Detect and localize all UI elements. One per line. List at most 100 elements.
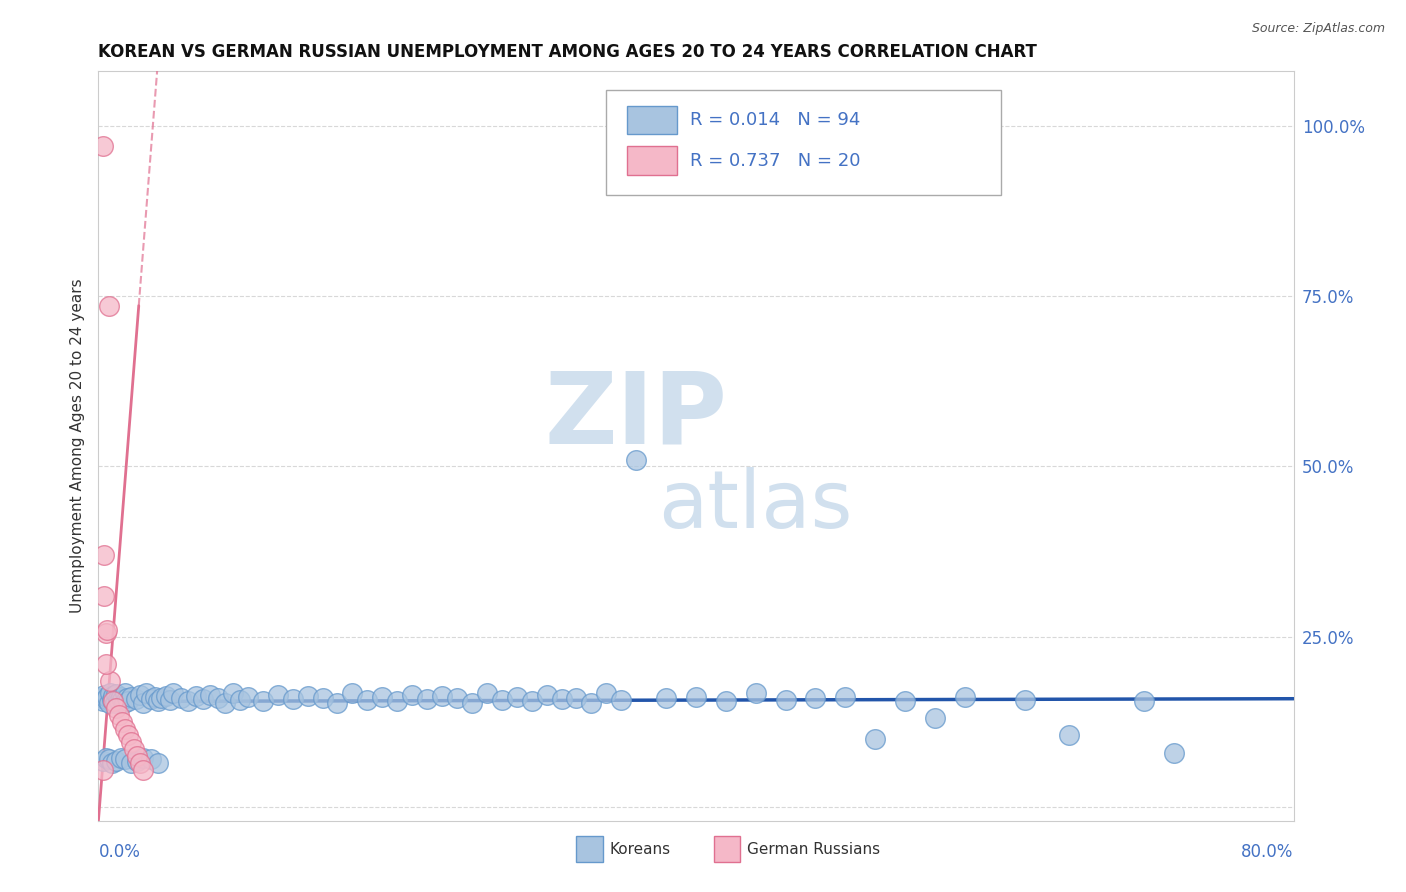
Point bbox=[129, 688, 152, 702]
Point bbox=[1133, 694, 1156, 708]
Point bbox=[93, 688, 115, 702]
Point bbox=[91, 694, 114, 708]
Point bbox=[148, 694, 170, 708]
Point bbox=[125, 692, 148, 706]
Point bbox=[91, 139, 114, 153]
Point bbox=[953, 690, 976, 704]
Y-axis label: Unemployment Among Ages 20 to 24 years: Unemployment Among Ages 20 to 24 years bbox=[69, 278, 84, 614]
Point bbox=[111, 714, 134, 729]
Point bbox=[129, 756, 152, 770]
Point bbox=[108, 708, 131, 723]
Point bbox=[162, 685, 184, 699]
Point bbox=[135, 686, 157, 700]
Text: R = 0.014   N = 94: R = 0.014 N = 94 bbox=[690, 112, 860, 129]
Point bbox=[105, 754, 128, 768]
Point bbox=[155, 689, 177, 703]
Point bbox=[401, 688, 423, 702]
Point bbox=[132, 696, 155, 710]
Point bbox=[200, 688, 222, 702]
Text: 80.0%: 80.0% bbox=[1241, 843, 1294, 861]
Point bbox=[714, 694, 737, 708]
Point bbox=[924, 711, 946, 725]
Point bbox=[356, 693, 378, 707]
Point bbox=[475, 685, 498, 699]
Point bbox=[112, 696, 135, 710]
FancyBboxPatch shape bbox=[606, 90, 1001, 195]
Point bbox=[655, 691, 678, 706]
Point bbox=[191, 692, 214, 706]
Point bbox=[105, 687, 128, 701]
Bar bbox=[576, 837, 603, 862]
Point bbox=[506, 690, 529, 704]
Point bbox=[101, 693, 124, 707]
Point bbox=[461, 696, 484, 710]
Point bbox=[117, 729, 139, 743]
Point bbox=[281, 692, 304, 706]
Point bbox=[139, 692, 162, 706]
Point bbox=[98, 673, 122, 688]
Point bbox=[101, 756, 124, 770]
Point bbox=[114, 752, 136, 766]
Point bbox=[115, 691, 138, 706]
Point bbox=[120, 735, 142, 749]
Point bbox=[105, 701, 128, 715]
Bar bbox=[714, 837, 740, 862]
Point bbox=[184, 689, 207, 703]
Text: Source: ZipAtlas.com: Source: ZipAtlas.com bbox=[1251, 22, 1385, 36]
Point bbox=[127, 754, 149, 768]
Point bbox=[236, 690, 259, 704]
Point bbox=[94, 657, 117, 671]
Point bbox=[94, 692, 117, 706]
Point bbox=[110, 690, 132, 704]
Point bbox=[222, 685, 245, 699]
Point bbox=[97, 752, 120, 766]
Point bbox=[371, 690, 394, 704]
Bar bbox=[627, 146, 676, 175]
Text: atlas: atlas bbox=[658, 467, 853, 545]
Point bbox=[110, 751, 132, 765]
Point bbox=[103, 689, 125, 703]
Point bbox=[446, 691, 468, 706]
Point bbox=[97, 696, 120, 710]
Point bbox=[581, 696, 603, 710]
Point bbox=[94, 626, 117, 640]
Text: German Russians: German Russians bbox=[748, 842, 880, 856]
Point bbox=[139, 752, 162, 766]
Point bbox=[297, 689, 319, 703]
Point bbox=[207, 691, 229, 706]
Point bbox=[107, 692, 129, 706]
Text: ZIP: ZIP bbox=[544, 368, 728, 465]
Text: KOREAN VS GERMAN RUSSIAN UNEMPLOYMENT AMONG AGES 20 TO 24 YEARS CORRELATION CHAR: KOREAN VS GERMAN RUSSIAN UNEMPLOYMENT AM… bbox=[98, 44, 1038, 62]
Point bbox=[94, 751, 117, 765]
Point bbox=[103, 694, 125, 708]
Point bbox=[104, 697, 127, 711]
Point bbox=[93, 589, 115, 603]
Point bbox=[127, 748, 149, 763]
Point bbox=[610, 693, 633, 707]
Point bbox=[214, 696, 236, 710]
Point bbox=[865, 731, 887, 746]
Point bbox=[150, 691, 173, 706]
Point bbox=[132, 751, 155, 765]
Point bbox=[114, 722, 136, 736]
Point bbox=[1163, 746, 1185, 760]
Point bbox=[124, 742, 146, 756]
Point bbox=[91, 763, 114, 777]
Point bbox=[416, 692, 439, 706]
Point bbox=[326, 696, 349, 710]
Point bbox=[626, 452, 648, 467]
Point bbox=[132, 763, 155, 777]
Point bbox=[108, 694, 131, 708]
Point bbox=[536, 688, 558, 702]
Point bbox=[90, 691, 112, 706]
Point bbox=[229, 693, 252, 707]
Point bbox=[98, 685, 122, 699]
Point bbox=[745, 685, 768, 699]
Point bbox=[520, 694, 543, 708]
Point bbox=[252, 694, 274, 708]
Text: 0.0%: 0.0% bbox=[98, 843, 141, 861]
Point bbox=[120, 690, 142, 704]
Point bbox=[159, 693, 181, 707]
Point bbox=[430, 689, 453, 703]
Point bbox=[491, 693, 513, 707]
